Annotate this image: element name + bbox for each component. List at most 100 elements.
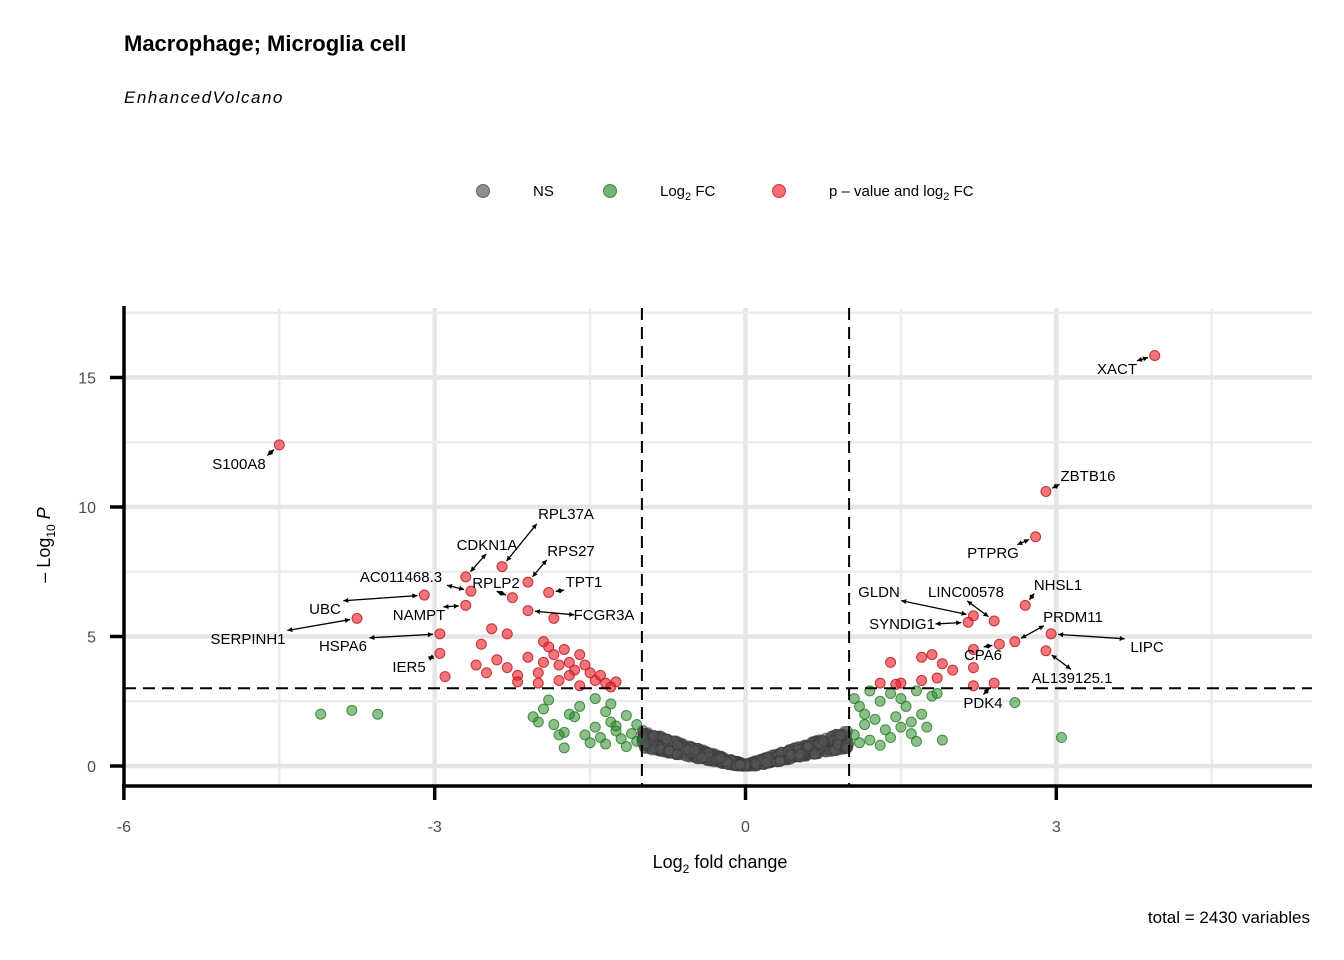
point-pfc bbox=[936, 658, 948, 670]
connector-arrowhead bbox=[1065, 664, 1071, 670]
connector-line bbox=[343, 594, 418, 602]
point-pfc bbox=[434, 647, 446, 659]
point-ns bbox=[646, 744, 658, 756]
point-fc bbox=[890, 711, 902, 723]
point-pfc bbox=[470, 659, 482, 671]
connector-arrowhead bbox=[446, 584, 453, 589]
point-ns bbox=[734, 759, 746, 771]
point-pfc bbox=[460, 599, 472, 611]
point-fc bbox=[553, 729, 565, 741]
gene-label-hspa6: HSPA6 bbox=[319, 638, 367, 655]
point-pfc bbox=[967, 643, 979, 655]
point-fc bbox=[936, 734, 948, 746]
point-fc bbox=[874, 739, 886, 751]
connector-arrowhead bbox=[961, 610, 967, 616]
legend: NS Log2 FC p – value and log2 FC bbox=[476, 183, 974, 203]
point-fc bbox=[916, 708, 928, 720]
point-fc bbox=[895, 721, 907, 733]
connector-arrowhead bbox=[267, 450, 273, 456]
point-fc bbox=[579, 729, 591, 741]
point-pfc bbox=[532, 677, 544, 689]
connector-arrowhead bbox=[534, 609, 541, 615]
point-pfc bbox=[543, 586, 555, 598]
gene-label-ier5: IER5 bbox=[392, 659, 425, 676]
gene-label-cpa6: CPA6 bbox=[964, 647, 1002, 664]
legend-key-fc bbox=[603, 184, 617, 198]
connector-arrowhead bbox=[344, 617, 351, 623]
gene-label-ubc: UBC bbox=[309, 601, 341, 618]
point-fc bbox=[853, 700, 865, 712]
connector-line bbox=[369, 633, 433, 639]
gene-label-prdm11: PRDM11 bbox=[1043, 609, 1103, 626]
point-pfc bbox=[548, 649, 560, 661]
connector-arrowhead bbox=[287, 627, 293, 633]
point-ns bbox=[841, 742, 853, 754]
point-fc bbox=[905, 728, 917, 740]
gene-label-serpinh1: SERPINH1 bbox=[210, 631, 285, 648]
gene-label-linc00578: LINC00578 bbox=[928, 584, 1004, 601]
point-fc bbox=[874, 695, 886, 707]
point-ns bbox=[793, 748, 805, 760]
x-axis-title: Log2 fold change bbox=[653, 852, 788, 876]
point-pfc bbox=[501, 628, 513, 640]
connector-arrowhead bbox=[268, 449, 275, 455]
point-pfc bbox=[273, 439, 285, 451]
connector-arrowhead bbox=[480, 553, 487, 560]
connector-arrowhead bbox=[1023, 539, 1030, 544]
connector-arrowhead bbox=[1119, 635, 1125, 641]
point-pfc bbox=[553, 659, 565, 671]
point-ns bbox=[696, 752, 708, 764]
cutoff-lines bbox=[124, 308, 1312, 786]
gene-label-nampt: NAMPT bbox=[393, 607, 446, 624]
gene-label-rps27: RPS27 bbox=[547, 543, 595, 560]
point-pfc bbox=[418, 589, 430, 601]
point-pfc bbox=[916, 675, 928, 687]
point-pfc bbox=[594, 669, 606, 681]
connector-arrowhead bbox=[1020, 633, 1027, 639]
connector-arrowhead bbox=[427, 632, 433, 638]
point-ns bbox=[715, 752, 727, 764]
point-fc bbox=[589, 693, 601, 705]
point-pfc bbox=[885, 656, 897, 668]
point-fc bbox=[910, 735, 922, 747]
point-fc bbox=[905, 716, 917, 728]
connector-arrowhead bbox=[901, 599, 907, 605]
y-axis-title: – Log10 P bbox=[34, 507, 58, 582]
gene-label-cdkn1a: CDKN1A bbox=[457, 537, 518, 554]
connector-arrowhead bbox=[1029, 593, 1035, 599]
point-pfc bbox=[460, 571, 472, 583]
connector-arrowhead bbox=[1142, 356, 1149, 362]
x-axis-subscript: 2 bbox=[683, 862, 690, 876]
y-tick-label: 5 bbox=[87, 630, 96, 647]
point-fc bbox=[615, 733, 627, 745]
point-fc bbox=[600, 706, 612, 718]
connector-arrowhead bbox=[412, 593, 418, 599]
connector-arrowhead bbox=[558, 588, 565, 594]
point-fc bbox=[548, 719, 560, 731]
gene-label-rplp2: RPLP2 bbox=[472, 575, 520, 592]
point-pfc bbox=[501, 662, 513, 674]
y-tick-label: 15 bbox=[78, 371, 96, 388]
point-fc bbox=[574, 700, 586, 712]
grid bbox=[124, 308, 1312, 786]
point-fc bbox=[895, 693, 907, 705]
point-pfc bbox=[926, 649, 938, 661]
point-ns bbox=[671, 748, 683, 760]
gene-labels: XACT S100A8 ZBTB16 PTPRG RPL37A CDKN1A RPS27 AC… bbox=[210, 361, 1163, 712]
legend-label-fc: Log2 FC bbox=[660, 183, 715, 203]
point-pfc bbox=[537, 656, 549, 668]
point-fc bbox=[346, 704, 358, 716]
connector-arrowhead bbox=[967, 600, 973, 606]
point-pfc bbox=[1045, 628, 1057, 640]
point-fc bbox=[589, 721, 601, 733]
point-fc bbox=[859, 708, 871, 720]
connector-arrowhead bbox=[983, 643, 989, 649]
point-pfc bbox=[496, 561, 508, 573]
x-axis-title-rest: fold change bbox=[689, 852, 787, 872]
point-fc bbox=[600, 738, 612, 750]
connector-arrowhead bbox=[1038, 625, 1044, 631]
point-ns bbox=[809, 748, 821, 760]
point-pfc bbox=[512, 676, 524, 688]
legend-key-ns bbox=[476, 184, 490, 198]
point-fc bbox=[584, 737, 596, 749]
